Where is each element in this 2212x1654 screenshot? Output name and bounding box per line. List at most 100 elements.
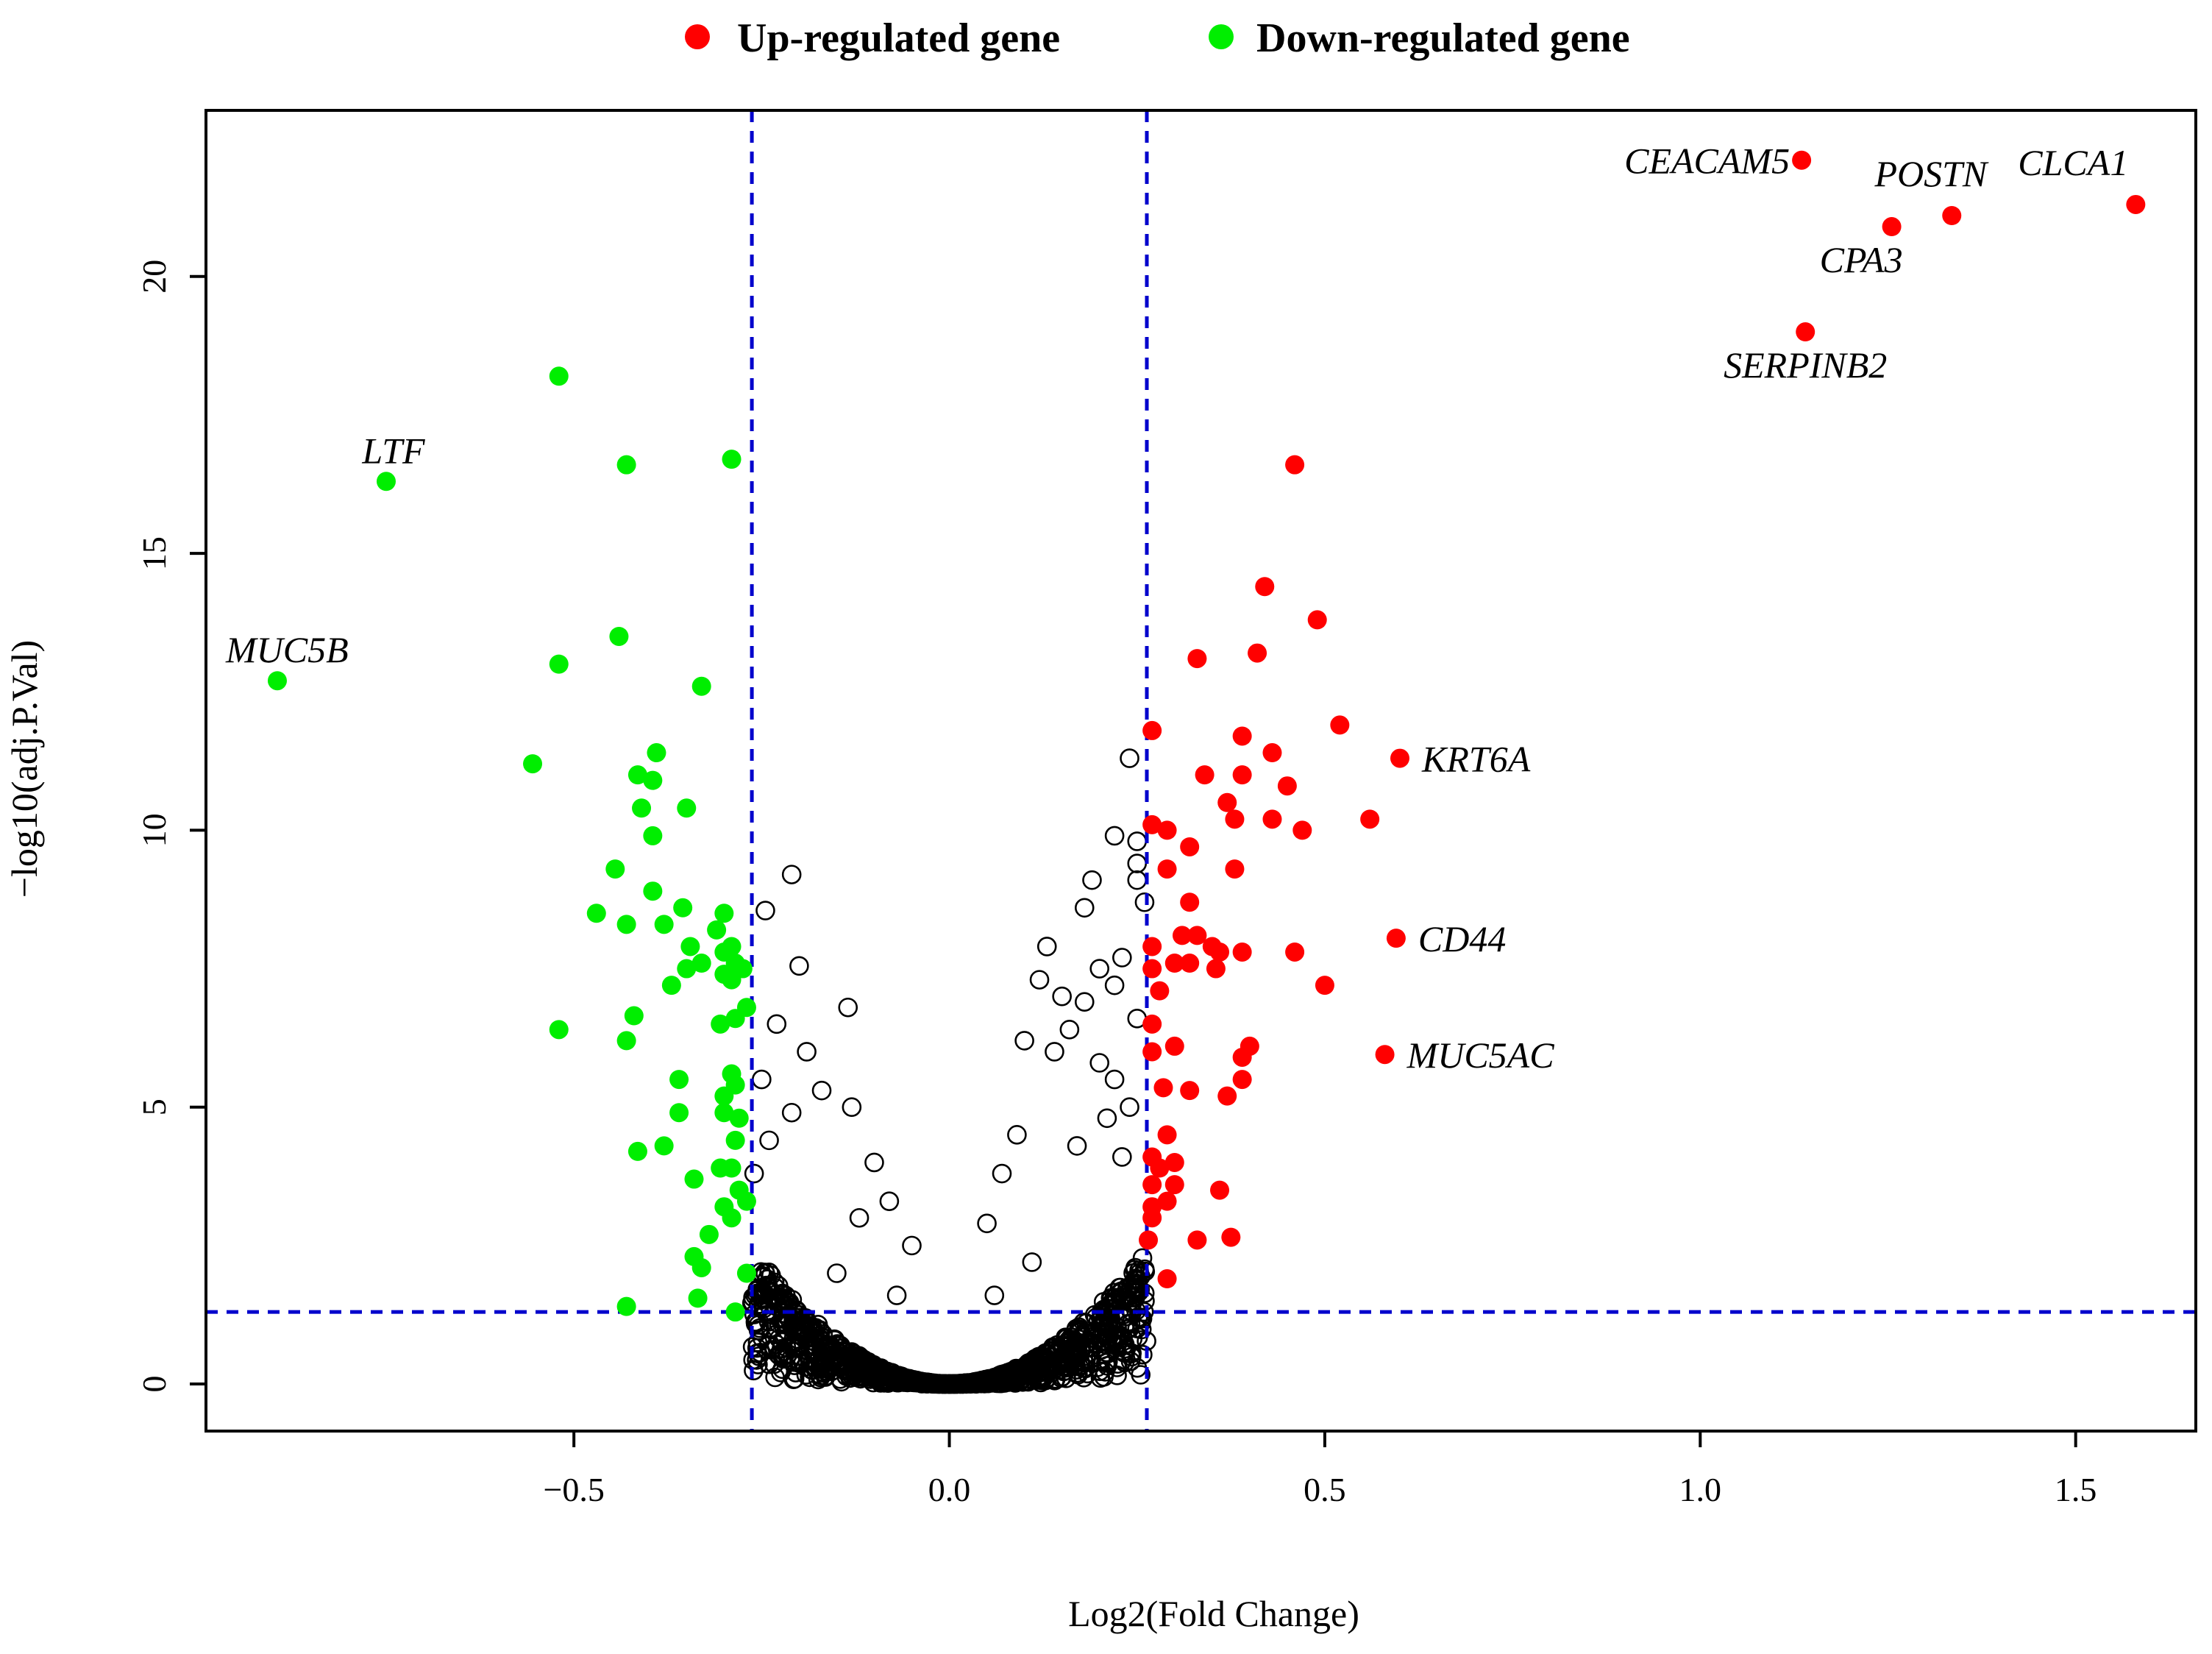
up-regulated-point [1187, 926, 1207, 945]
x-tick-label: −0.5 [543, 1471, 604, 1508]
neutral-point [1022, 1252, 1042, 1272]
neutral-point [819, 1336, 840, 1357]
legend: Up-regulated gene Down-regulated gene [685, 15, 1630, 61]
down-regulated-point [616, 1296, 636, 1316]
x-tick-label: 0.5 [1304, 1471, 1346, 1508]
neutral-point [849, 1207, 869, 1228]
down-regulated-point [699, 1224, 719, 1244]
down-regulated-point [707, 920, 727, 940]
down-regulated-point [691, 954, 711, 973]
down-regulated-point [669, 1070, 689, 1090]
neutral-point [781, 1102, 802, 1123]
neutral-point [1028, 1360, 1048, 1380]
up-regulated-point [1255, 577, 1275, 597]
neutral-point [1131, 1365, 1151, 1385]
x-tick-label: 1.5 [2055, 1471, 2097, 1508]
down-regulated-point [729, 1108, 749, 1128]
neutral-point [1120, 1097, 1139, 1118]
up-regulated-point [1157, 1125, 1177, 1145]
down-regulated-point [627, 1141, 647, 1161]
down-regulated-point [677, 798, 697, 818]
down-regulated-point [677, 959, 697, 979]
gene-label-krt6a: KRT6A [1421, 739, 1531, 780]
neutral-point [1069, 1357, 1089, 1377]
down-regulated-point [627, 765, 647, 785]
up-regulated-point [1232, 765, 1252, 785]
down-regulated-point [714, 1103, 734, 1123]
neutral-point [977, 1213, 997, 1234]
up-regulated-point [1796, 322, 1816, 342]
up-regulated-point [1180, 837, 1200, 856]
neutral-point [1067, 1136, 1087, 1156]
neutral-point [880, 1371, 900, 1391]
up-regulated-point [1164, 1175, 1184, 1195]
down-regulated-point [669, 1103, 689, 1123]
down-regulated-point [647, 743, 666, 763]
up-regulated-point [1187, 649, 1207, 669]
neutral-point [1074, 898, 1095, 918]
down-regulated-point [661, 976, 681, 995]
up-regulated-point [1390, 748, 1409, 768]
neutral-point [767, 1014, 787, 1034]
down-regulated-point [688, 1288, 708, 1308]
up-regulated-point [1150, 981, 1170, 1001]
up-regulated-point [1187, 1230, 1207, 1250]
down-regulated-point [549, 654, 569, 674]
neutral-point [864, 1152, 884, 1173]
y-axis-label: −log10(adj.P.Val) [4, 640, 45, 898]
up-regulated-point [1142, 937, 1162, 956]
down-regulated-point [643, 826, 663, 845]
neutral-point [1052, 986, 1072, 1007]
neutral-point [1104, 1069, 1125, 1090]
gene-label-clca1: CLCA1 [2018, 142, 2128, 183]
neutral-point [979, 1369, 1000, 1389]
neutral-point [1039, 1341, 1060, 1361]
gene-label-cd44: CD44 [1418, 918, 1506, 959]
neutral-point [1133, 1344, 1153, 1365]
down-regulated-point [714, 904, 734, 923]
up-regulated-point [1330, 715, 1350, 735]
up-regulated-point [1942, 205, 1962, 225]
gene-label-ceacam5: CEACAM5 [1624, 141, 1790, 182]
neutral-point [1014, 1031, 1034, 1051]
neutral-point [786, 1352, 806, 1372]
up-regulated-point [1210, 1180, 1230, 1200]
neutral-point [992, 1163, 1012, 1184]
up-regulated-point [1157, 859, 1177, 879]
up-regulated-point [1142, 959, 1162, 979]
up-regulated-point [1277, 776, 1297, 796]
neutral-point [1074, 992, 1095, 1012]
up-regulated-point [1142, 720, 1162, 740]
neutral-point [789, 956, 809, 976]
up-regulated-point [1248, 643, 1267, 663]
down-regulated-point [523, 754, 543, 774]
neutral-point [767, 1324, 787, 1344]
neutral-point [1098, 1352, 1118, 1371]
up-regulated-point [1142, 814, 1162, 834]
neutral-point [804, 1324, 825, 1344]
down-regulated-point [725, 1302, 745, 1322]
neutral-point [951, 1374, 972, 1394]
neutral-point [1117, 1277, 1137, 1298]
neutral-point [1114, 1335, 1134, 1356]
down-regulated-point [549, 1020, 569, 1040]
up-regulated-point [1225, 809, 1245, 829]
up-regulated-point [1195, 765, 1215, 785]
down-regulated-point [616, 915, 636, 934]
neutral-point [1089, 959, 1109, 979]
down-regulated-point [722, 450, 742, 469]
neutral-point [844, 1344, 864, 1364]
up-regulated-point [1164, 954, 1184, 973]
neutral-point [1036, 937, 1057, 956]
down-regulated-point [722, 937, 742, 956]
neutral-point [1052, 1346, 1072, 1366]
up-regulated-point [1232, 726, 1252, 746]
gene-label-cpa3: CPA3 [1820, 239, 1903, 280]
neutral-point [1056, 1369, 1076, 1388]
up-regulated-point [1142, 1014, 1162, 1034]
down-regulated-point [691, 1257, 711, 1277]
gene-label-postn: POSTN [1874, 153, 1988, 194]
up-regulated-point [1157, 1269, 1177, 1289]
down-regulated-point [643, 770, 663, 790]
up-regulated-point [1142, 1208, 1162, 1228]
